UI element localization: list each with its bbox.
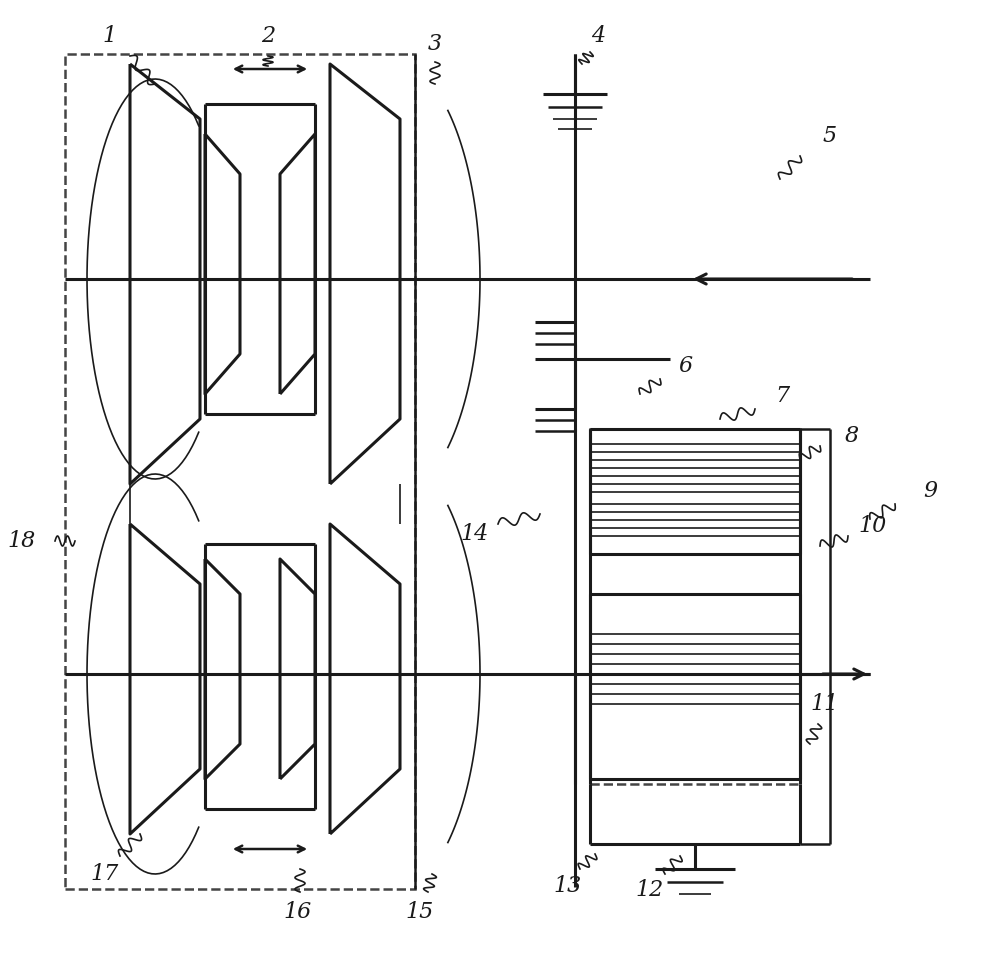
Polygon shape [280, 134, 315, 394]
Polygon shape [205, 559, 240, 779]
Text: 16: 16 [284, 901, 312, 923]
Text: 4: 4 [591, 25, 605, 47]
Polygon shape [130, 524, 200, 834]
Bar [65, 54, 415, 889]
Polygon shape [130, 64, 200, 484]
Text: 2: 2 [261, 25, 275, 47]
Text: 15: 15 [406, 901, 434, 923]
Text: 17: 17 [91, 863, 119, 885]
Polygon shape [330, 64, 400, 484]
Text: 3: 3 [428, 33, 442, 55]
Text: 10: 10 [859, 515, 887, 537]
Bar [590, 429, 800, 784]
Text: 11: 11 [811, 693, 839, 715]
Text: 14: 14 [461, 523, 489, 545]
Polygon shape [280, 559, 315, 779]
Text: 5: 5 [823, 125, 837, 147]
Text: 1: 1 [103, 25, 117, 47]
Text: 7: 7 [775, 385, 789, 407]
Polygon shape [330, 524, 400, 834]
Text: 13: 13 [554, 875, 582, 897]
Text: 12: 12 [636, 879, 664, 901]
Text: 8: 8 [845, 425, 859, 447]
Text: 18: 18 [8, 530, 36, 552]
Text: 9: 9 [923, 480, 937, 502]
Polygon shape [205, 134, 240, 394]
Text: 6: 6 [678, 355, 692, 377]
